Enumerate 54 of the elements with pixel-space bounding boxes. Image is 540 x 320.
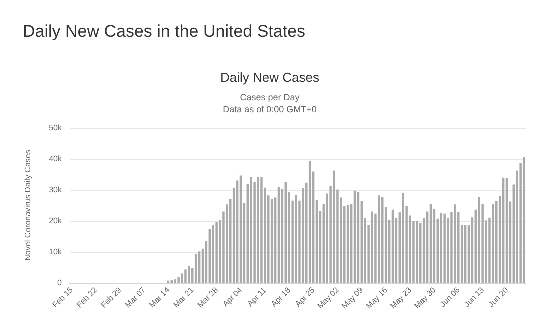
- y-tick-label: 40k: [49, 154, 63, 164]
- bar: [181, 274, 184, 283]
- bar: [295, 194, 298, 283]
- bar: [198, 252, 201, 283]
- bar: [378, 196, 380, 283]
- bar: [216, 222, 218, 283]
- bar: [444, 214, 446, 283]
- x-tick-label: Mar 28: [196, 285, 220, 310]
- y-tick-label: 20k: [49, 216, 63, 226]
- x-tick-label: May 23: [388, 285, 414, 311]
- x-tick-label: Apr 04: [221, 285, 245, 309]
- bar: [440, 213, 442, 283]
- y-tick-label: 0: [58, 278, 63, 288]
- x-tick-label: May 30: [412, 285, 438, 311]
- x-tick-label: May 09: [340, 285, 366, 311]
- bar: [523, 157, 526, 283]
- y-axis-title: Novel Coronavirus Daily Cases: [24, 150, 32, 261]
- bar: [371, 212, 374, 283]
- bar: [174, 280, 176, 283]
- x-tick-label: Mar 21: [172, 285, 196, 310]
- chart-title: Daily New Cases in the United States: [23, 22, 306, 41]
- chart-subtitle: Daily New Cases: [220, 70, 320, 85]
- bar: [184, 270, 187, 283]
- y-tick-label: 50k: [49, 124, 63, 132]
- bar: [178, 277, 180, 283]
- x-tick-label: Apr 25: [294, 285, 318, 309]
- y-tick-label: 10k: [49, 248, 63, 256]
- bar: [402, 193, 404, 283]
- bar: [478, 197, 480, 283]
- bar: [250, 176, 252, 283]
- x-tick-label: Jun 06: [438, 285, 462, 310]
- bar: [260, 176, 263, 283]
- x-tick-label: May 02: [316, 285, 342, 311]
- x-tick-label: Feb 22: [75, 285, 100, 310]
- bar: [257, 176, 260, 283]
- x-tick-label: Mar 07: [124, 285, 148, 310]
- bar: [188, 266, 190, 283]
- x-tick-label: Feb 29: [99, 285, 124, 310]
- x-tick-label: Jun 13: [462, 285, 486, 310]
- bar: [212, 225, 214, 283]
- x-tick-label: Mar 14: [148, 285, 172, 310]
- x-tick-label: Feb 15: [50, 285, 76, 310]
- bar: [416, 221, 418, 283]
- text: Cases per Day: [240, 92, 300, 102]
- bar: [333, 170, 336, 283]
- x-tick-label: Jun 20: [486, 285, 511, 310]
- bar: [492, 204, 494, 283]
- bar: [454, 204, 456, 283]
- x-tick-label: Apr 11: [246, 285, 269, 308]
- bar: [382, 197, 384, 283]
- text: Data as of 0:00 GMT+0: [223, 104, 317, 114]
- y-tick-label: 30k: [49, 186, 63, 194]
- x-tick-label: May 16: [364, 285, 390, 311]
- x-tick-label: Apr 18: [270, 285, 293, 309]
